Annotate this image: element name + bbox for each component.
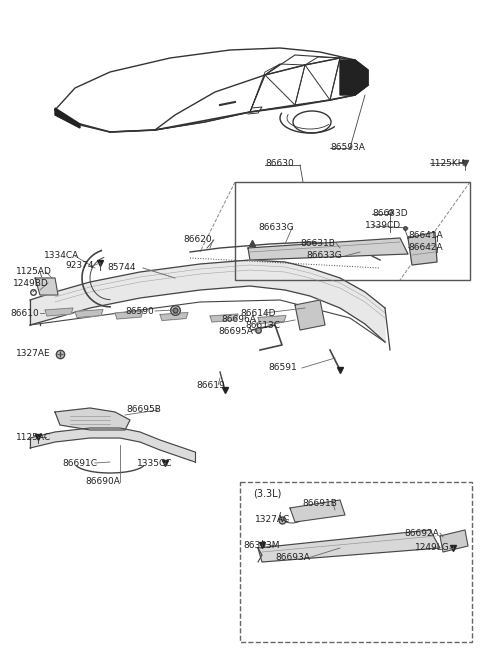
Text: 92374: 92374 (65, 261, 94, 271)
Text: 86633G: 86633G (306, 252, 342, 261)
Text: 86695B: 86695B (126, 405, 161, 415)
Polygon shape (75, 310, 103, 318)
Polygon shape (30, 428, 195, 462)
Polygon shape (408, 232, 437, 265)
Text: 86642A: 86642A (408, 242, 443, 252)
Text: 86695A: 86695A (218, 326, 253, 335)
Polygon shape (340, 60, 368, 95)
Polygon shape (440, 530, 468, 552)
Text: 86614D: 86614D (240, 309, 276, 318)
Text: 86696A: 86696A (221, 316, 256, 324)
Text: (3.3L): (3.3L) (253, 488, 281, 498)
Text: 86631B: 86631B (300, 238, 335, 248)
Text: 85744: 85744 (107, 263, 135, 272)
Text: 86620: 86620 (183, 236, 212, 244)
Text: 86691B: 86691B (302, 498, 337, 508)
Text: 86363M: 86363M (243, 542, 279, 550)
Text: 86690A: 86690A (85, 477, 120, 487)
Bar (235, 182, 470, 280)
Text: 86630: 86630 (265, 159, 294, 168)
Text: 1334CA: 1334CA (44, 252, 79, 261)
Polygon shape (55, 108, 80, 128)
Text: 86591: 86591 (268, 364, 297, 373)
Polygon shape (248, 238, 408, 260)
Polygon shape (258, 316, 286, 324)
Polygon shape (258, 530, 440, 562)
Polygon shape (290, 500, 345, 522)
Text: 86610: 86610 (10, 309, 39, 318)
Polygon shape (115, 311, 143, 319)
Text: 86691C: 86691C (62, 458, 97, 468)
Polygon shape (210, 314, 238, 322)
Text: 86590: 86590 (125, 307, 154, 316)
Polygon shape (30, 260, 385, 342)
Text: 86693A: 86693A (275, 553, 310, 563)
Text: 86692A: 86692A (404, 529, 439, 538)
Text: 86633D: 86633D (372, 210, 408, 219)
Text: 1125KH: 1125KH (430, 159, 466, 168)
Text: 1327AE: 1327AE (16, 350, 50, 358)
Text: 1249LG: 1249LG (415, 544, 450, 553)
Text: 1327AC: 1327AC (255, 514, 290, 523)
Bar (240, 482, 472, 642)
Text: 1249BD: 1249BD (13, 278, 49, 288)
Text: 1339CD: 1339CD (365, 221, 401, 231)
Text: 86641A: 86641A (408, 231, 443, 240)
Text: 86619: 86619 (196, 381, 225, 390)
Polygon shape (295, 300, 325, 330)
Text: 1125AC: 1125AC (16, 432, 51, 441)
Polygon shape (55, 408, 130, 430)
Text: 86613C: 86613C (245, 320, 280, 329)
Polygon shape (160, 312, 188, 320)
Text: 86593A: 86593A (330, 143, 365, 153)
Text: 1125AD: 1125AD (16, 267, 52, 276)
Text: 86633G: 86633G (258, 223, 294, 233)
Polygon shape (45, 308, 73, 316)
Polygon shape (35, 278, 58, 295)
Text: 1335CC: 1335CC (137, 458, 172, 468)
